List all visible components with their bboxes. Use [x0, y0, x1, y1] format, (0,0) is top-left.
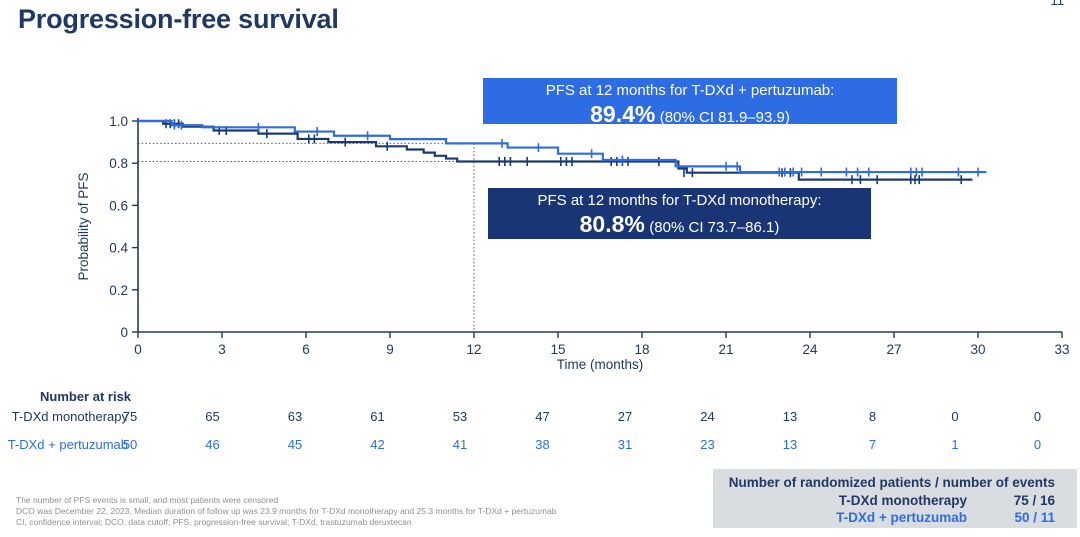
at-risk-value: 7 — [868, 437, 877, 452]
at-risk-value: 1 — [951, 437, 959, 452]
annotation-monotherapy-value: 80.8% — [579, 210, 645, 237]
x-tick-label: 24 — [802, 342, 818, 357]
footnotes: The number of PFS events is small, and m… — [16, 495, 556, 529]
at-risk-label-monotherapy: T-DXd monotherapy — [11, 409, 128, 424]
x-tick-label: 30 — [970, 342, 985, 357]
at-risk-label-pertuzumab: T-DXd + pertuzumab — [7, 437, 128, 452]
annotation-monotherapy-pfs: PFS at 12 months for T-DXd monotherapy: … — [488, 188, 871, 239]
summary-label-pertuzumab: T-DXd + pertuzumab — [836, 510, 967, 526]
at-risk-value: 27 — [617, 409, 633, 424]
x-tick-label: 18 — [634, 342, 649, 357]
summary-value-pertuzumab: 50 / 11 — [1014, 510, 1055, 526]
summary-box-title: Number of randomized patients / number o… — [728, 475, 1055, 490]
km-curve-t-dxd-pertuzumab — [138, 119, 987, 174]
at-risk-value: 0 — [1033, 409, 1042, 424]
at-risk-values: 75 65 63 61 53 47 27 24 13 8 0 0 50 46 45 42 41 38 31 23 13 7… — [0, 409, 1080, 465]
page-title: Progression-free survival — [18, 4, 339, 34]
summary-value-monotherapy: 75 / 16 — [1013, 492, 1055, 508]
at-risk-value: 65 — [205, 409, 220, 424]
footnote-line: DCO was December 22, 2023. Median durati… — [16, 506, 557, 517]
at-risk-value: 0 — [1033, 437, 1042, 452]
annotation-pertuzumab-ci: (80% CI 81.9–93.9) — [659, 108, 790, 126]
x-tick-label: 27 — [886, 342, 901, 357]
y-tick-label: 0.2 — [109, 283, 128, 298]
at-risk-value: 41 — [452, 437, 468, 452]
annotation-pertuzumab-pfs: PFS at 12 months for T-DXd + pertuzumab:… — [483, 78, 897, 127]
at-risk-value: 38 — [535, 437, 550, 452]
at-risk-value: 75 — [122, 409, 138, 424]
at-risk-value: 53 — [452, 409, 468, 424]
summary-row-pertuzumab: T-DXd + pertuzumab 50 / 11 — [721, 509, 1055, 527]
km-chart: 0 3 6 9 12 15 18 21 24 27 30 33 0 0.2 0.4 0.6 0.8 1.0 Time… — [76, 114, 1070, 372]
at-risk-value: 45 — [287, 437, 303, 452]
at-risk-value: 23 — [700, 437, 715, 452]
summary-row-monotherapy: T-DXd monotherapy 75 / 16 — [721, 492, 1055, 510]
y-axis-label: Probability of PFS — [76, 172, 91, 280]
annotation-pertuzumab-text: PFS at 12 months for T-DXd + pertuzumab: — [545, 82, 835, 99]
km-curve-t-dxd-monotherapy — [138, 119, 973, 181]
x-tick-label: 0 — [134, 342, 142, 357]
annotation-monotherapy-ci: (80% CI 73.7–86.1) — [649, 218, 780, 236]
summary-label-monotherapy: T-DXd monotherapy — [838, 492, 967, 508]
y-tick-label: 1.0 — [109, 114, 128, 129]
summary-box: Number of randomized patients / number o… — [713, 469, 1077, 528]
at-risk-header: Number at risk — [40, 389, 132, 404]
x-tick-label: 21 — [718, 342, 733, 357]
at-risk-value: 50 — [122, 437, 138, 452]
slide-page-number: 11 — [1050, 0, 1065, 8]
annotation-monotherapy-text: PFS at 12 months for T-DXd monotherapy: — [537, 192, 822, 209]
at-risk-value: 0 — [951, 409, 959, 424]
x-tick-label: 9 — [386, 342, 394, 357]
at-risk-value: 42 — [370, 437, 385, 452]
y-tick-label: 0.8 — [109, 156, 128, 171]
at-risk-value: 8 — [868, 409, 877, 424]
at-risk-value: 46 — [205, 437, 220, 452]
x-axis-label: Time (months) — [557, 357, 644, 372]
at-risk-value: 13 — [782, 437, 798, 452]
annotation-pertuzumab-value: 89.4% — [590, 100, 656, 127]
y-tick-label: 0 — [120, 325, 128, 340]
at-risk-value: 61 — [370, 409, 385, 424]
x-tick-label: 3 — [218, 342, 226, 357]
footnote-line: The number of PFS events is small, and m… — [16, 495, 279, 505]
y-tick-label: 0.6 — [109, 198, 128, 213]
at-risk-value: 24 — [700, 409, 715, 424]
footnote-line: CI, confidence interval; DCO, data cutof… — [16, 517, 412, 528]
x-tick-label: 15 — [550, 342, 565, 357]
at-risk-value: 63 — [287, 409, 303, 424]
x-tick-label: 6 — [302, 342, 310, 357]
at-risk-value: 13 — [782, 409, 798, 424]
x-tick-label: 12 — [466, 342, 481, 357]
at-risk-value: 47 — [535, 409, 550, 424]
y-tick-label: 0.4 — [109, 241, 128, 256]
x-tick-label: 33 — [1054, 342, 1069, 357]
at-risk-value: 31 — [617, 437, 633, 452]
